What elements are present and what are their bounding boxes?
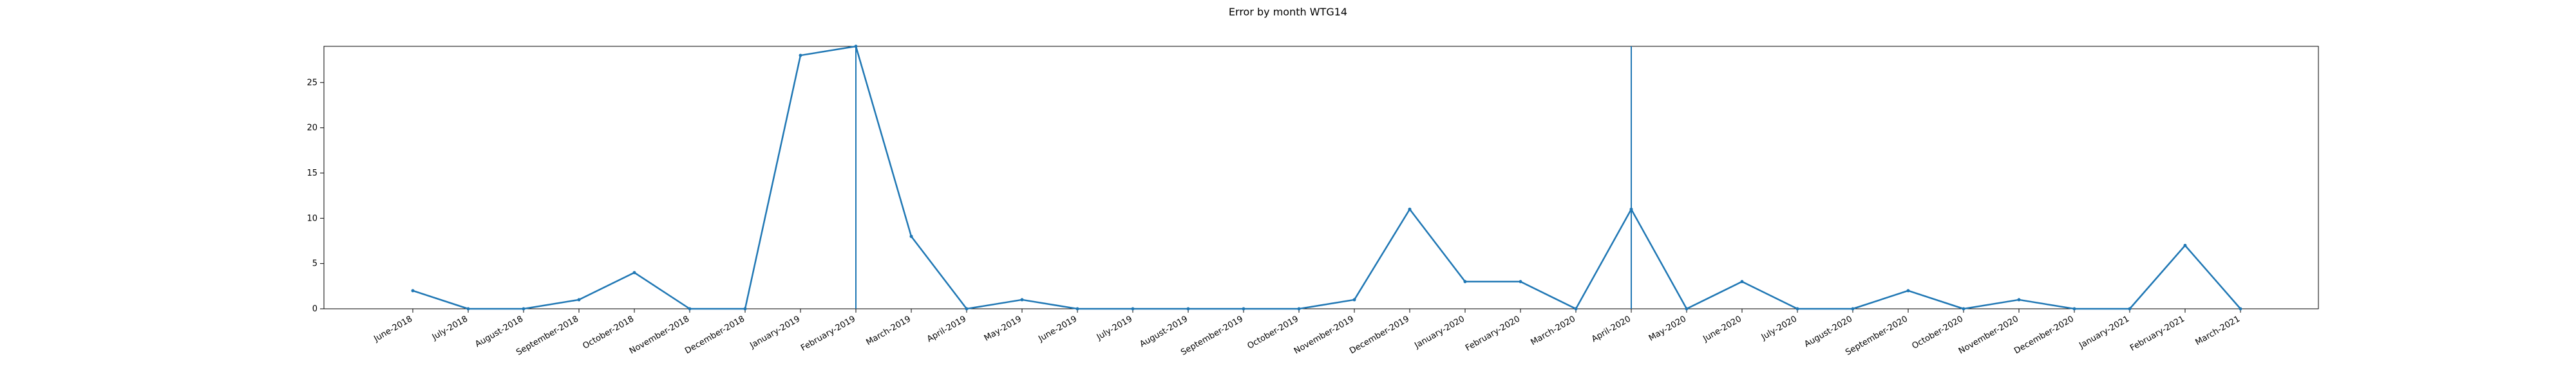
data-point	[1131, 307, 1135, 311]
x-tick-label: July-2020	[1759, 314, 1799, 342]
data-point	[688, 307, 692, 311]
data-point	[1795, 307, 1799, 311]
x-tick-label: April-2019	[925, 314, 968, 344]
x-tick-label: January-2021	[2077, 314, 2131, 351]
data-point	[1242, 307, 1245, 311]
data-point	[1075, 307, 1079, 311]
x-tick-label: March-2020	[1529, 314, 1577, 347]
x-tick-label: October-2020	[1910, 314, 1965, 351]
x-tick-label: July-2018	[430, 314, 469, 342]
series-line	[412, 45, 2241, 310]
data-point	[1851, 307, 1855, 311]
data-point	[965, 307, 969, 311]
x-tick-label: February-2020	[1464, 314, 1522, 353]
x-tick-label: January-2020	[1412, 314, 1466, 351]
x-tick-label: February-2021	[2128, 314, 2186, 353]
data-point	[632, 271, 636, 275]
data-point	[577, 298, 581, 302]
data-point	[743, 307, 747, 311]
data-point	[1463, 280, 1467, 284]
y-tick-label: 15	[307, 169, 317, 178]
x-tick-label: January-2019	[748, 314, 802, 351]
x-tick-label: December-2020	[2012, 314, 2076, 356]
x-tick-label: June-2019	[1036, 314, 1079, 344]
x-tick-label: May-2020	[1647, 314, 1688, 343]
data-point	[2072, 307, 2076, 311]
y-tick-label: 25	[307, 78, 317, 87]
x-tick-label: December-2019	[1348, 314, 1411, 356]
x-tick-label: March-2021	[2193, 314, 2242, 347]
x-tick-label: October-2018	[581, 314, 636, 351]
data-point	[1408, 207, 1412, 211]
data-point	[909, 234, 913, 238]
x-tick-label: June-2018	[372, 314, 414, 344]
x-tick-label: August-2019	[1138, 314, 1189, 349]
x-tick-label: June-2020	[1701, 314, 1743, 344]
chart-title: Error by month WTG14	[1229, 6, 1347, 18]
data-point	[522, 307, 526, 311]
x-tick-label: October-2019	[1245, 314, 1300, 351]
x-tick-label: November-2020	[1957, 314, 2020, 356]
y-tick-label: 5	[312, 259, 317, 269]
data-point	[799, 53, 802, 57]
data-point	[854, 44, 858, 48]
data-point	[411, 289, 415, 293]
x-tick-label: August-2020	[1803, 314, 1854, 349]
data-point	[1685, 307, 1689, 311]
x-tick-label: November-2019	[1293, 314, 1356, 356]
x-tick-label: August-2018	[473, 314, 525, 349]
x-tick-label: March-2019	[864, 314, 913, 347]
data-point	[2017, 298, 2021, 302]
data-point	[1519, 280, 1522, 284]
x-tick-label: July-2019	[1095, 314, 1134, 342]
x-tick-label: September-2020	[1844, 314, 1909, 357]
data-point	[1962, 307, 1965, 311]
data-point	[1297, 307, 1301, 311]
y-tick-label: 0	[312, 304, 317, 314]
x-tick-label: September-2018	[515, 314, 580, 357]
data-point	[1186, 307, 1190, 311]
x-tick-label: September-2019	[1179, 314, 1245, 357]
x-tick-label: November-2018	[628, 314, 691, 356]
data-point	[1629, 207, 1633, 211]
data-point	[2128, 307, 2132, 311]
y-tick-label: 10	[307, 214, 317, 223]
data-point	[466, 307, 470, 311]
plot-frame	[323, 46, 2319, 309]
x-tick-label: May-2019	[983, 314, 1023, 343]
data-point	[1740, 280, 1744, 284]
data-point	[2239, 307, 2242, 311]
x-tick-label: April-2020	[1590, 314, 1633, 344]
data-point	[1906, 289, 1910, 293]
data-point	[1020, 298, 1024, 302]
data-point	[1574, 307, 1578, 311]
y-tick-label: 20	[307, 124, 317, 133]
x-tick-label: December-2018	[683, 314, 746, 356]
data-point	[2183, 244, 2187, 248]
data-point	[1352, 298, 1356, 302]
x-tick-label: February-2019	[799, 314, 857, 353]
